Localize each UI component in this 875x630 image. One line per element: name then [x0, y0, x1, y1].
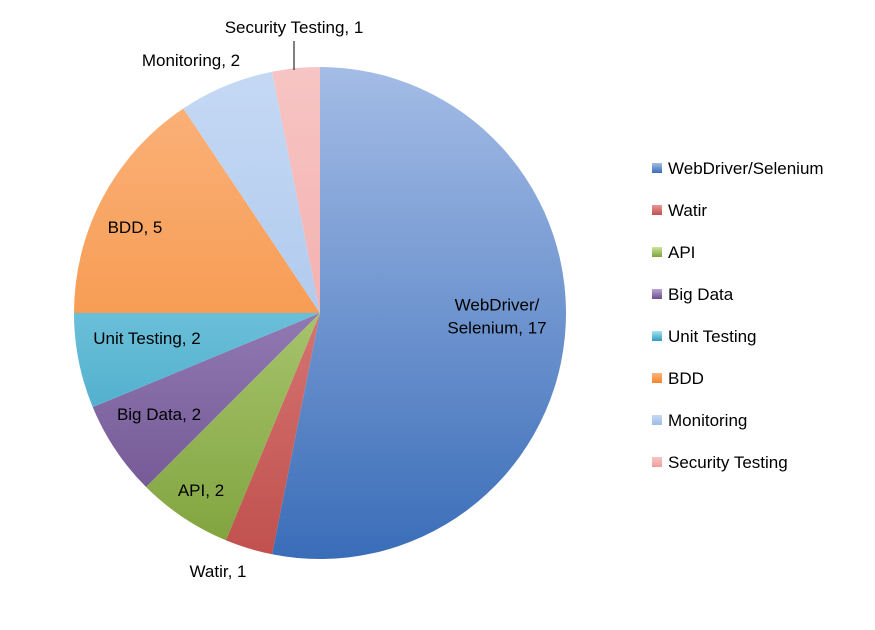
legend-swatch-security-testing [652, 457, 662, 467]
legend-swatch-api [652, 247, 662, 257]
slice-label-api: API, 2 [178, 481, 224, 500]
legend-item-big-data: Big Data [652, 285, 734, 304]
legend-swatch-big-data [652, 289, 662, 299]
legend-label-unit-testing: Unit Testing [668, 327, 757, 346]
slice-label-monitoring: Monitoring, 2 [142, 51, 240, 70]
slice-label-bdd: BDD, 5 [108, 218, 163, 237]
legend-label-bdd: BDD [668, 369, 704, 388]
legend-item-unit-testing: Unit Testing [652, 327, 757, 346]
legend-label-monitoring: Monitoring [668, 411, 747, 430]
slice-label-big-data: Big Data, 2 [117, 405, 201, 424]
legend-item-api: API [652, 243, 695, 262]
legend-swatch-watir [652, 205, 662, 215]
legend-swatch-bdd [652, 373, 662, 383]
legend-item-bdd: BDD [652, 369, 704, 388]
legend-item-watir: Watir [652, 201, 707, 220]
legend-swatch-monitoring [652, 415, 662, 425]
legend-item-monitoring: Monitoring [652, 411, 747, 430]
legend-item-webdriver-selenium: WebDriver/Selenium [652, 159, 824, 178]
legend-item-security-testing: Security Testing [652, 453, 788, 472]
legend-swatch-webdriver-selenium [652, 163, 662, 173]
legend-swatch-unit-testing [652, 331, 662, 341]
slice-label-watir: Watir, 1 [190, 562, 247, 581]
legend-label-watir: Watir [668, 201, 707, 220]
legend: WebDriver/Selenium Watir API Big Data Unit T… [652, 159, 824, 472]
slice-label-security-testing: Security Testing, 1 [225, 18, 364, 37]
legend-label-webdriver-selenium: WebDriver/Selenium [668, 159, 824, 178]
legend-label-big-data: Big Data [668, 285, 734, 304]
legend-label-security-testing: Security Testing [668, 453, 788, 472]
slice-label-unit-testing: Unit Testing, 2 [93, 329, 200, 348]
legend-label-api: API [668, 243, 695, 262]
